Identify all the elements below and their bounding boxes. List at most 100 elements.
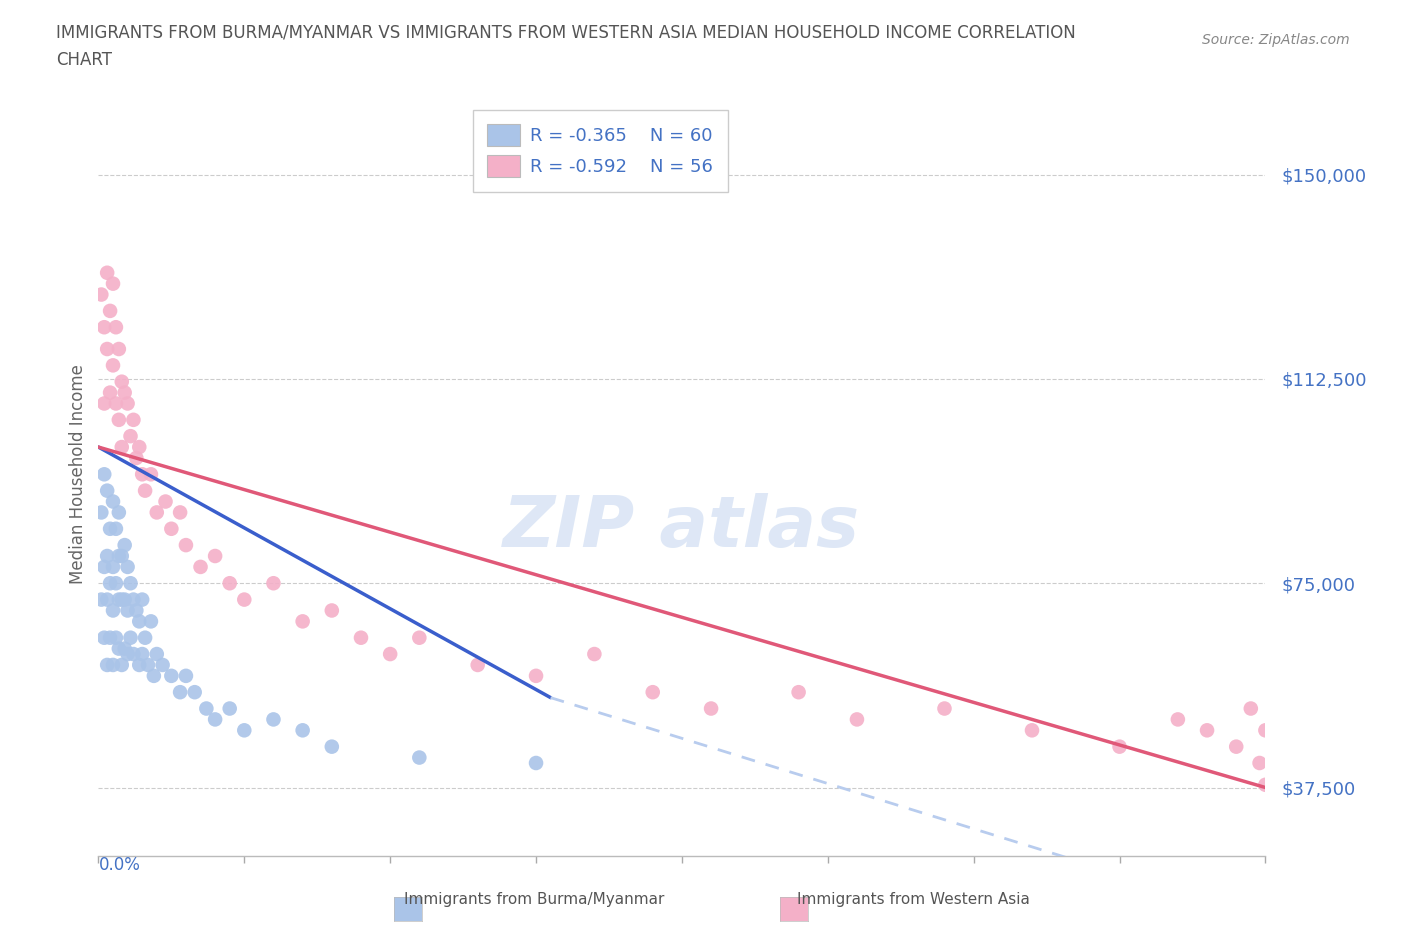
Point <box>195 701 218 716</box>
Point <box>218 576 240 591</box>
Point <box>96 549 118 564</box>
Point <box>117 560 139 575</box>
Point <box>934 701 956 716</box>
Point <box>93 467 115 482</box>
Point <box>262 712 284 727</box>
Point <box>233 723 256 737</box>
Point <box>101 560 124 575</box>
Point <box>111 592 134 607</box>
Point <box>787 684 810 699</box>
Point <box>524 755 547 770</box>
Point <box>98 576 121 591</box>
Point <box>152 658 174 672</box>
Point <box>146 646 169 661</box>
Point <box>262 576 284 591</box>
Point <box>131 592 153 607</box>
Point <box>111 658 134 672</box>
Point <box>134 484 156 498</box>
Point <box>380 646 402 661</box>
Text: Immigrants from Burma/Myanmar: Immigrants from Burma/Myanmar <box>404 892 665 907</box>
Point <box>700 701 723 716</box>
Point <box>101 276 124 291</box>
Point <box>169 505 191 520</box>
Point <box>139 467 162 482</box>
Point <box>111 440 134 455</box>
Point <box>583 646 606 661</box>
Point <box>114 385 136 400</box>
Point <box>155 494 177 509</box>
Point <box>108 592 131 607</box>
Point <box>108 549 131 564</box>
Point <box>96 592 118 607</box>
Point <box>641 684 664 699</box>
Point <box>174 669 197 684</box>
Point <box>350 631 373 645</box>
Point <box>101 494 124 509</box>
Point <box>183 684 205 699</box>
Point <box>125 603 148 618</box>
Point <box>1195 723 1218 737</box>
Point <box>122 412 145 427</box>
Point <box>146 505 169 520</box>
Point <box>98 631 121 645</box>
Point <box>291 614 314 629</box>
Point <box>174 538 197 552</box>
Point <box>104 522 127 537</box>
Point <box>96 658 118 672</box>
Point <box>125 450 148 465</box>
Point <box>111 374 134 389</box>
Point <box>111 549 134 564</box>
Text: IMMIGRANTS FROM BURMA/MYANMAR VS IMMIGRANTS FROM WESTERN ASIA MEDIAN HOUSEHOLD I: IMMIGRANTS FROM BURMA/MYANMAR VS IMMIGRA… <box>56 23 1076 41</box>
Point <box>122 592 145 607</box>
Point <box>104 396 127 411</box>
Point <box>128 614 150 629</box>
Point <box>204 549 226 564</box>
Point <box>98 522 121 537</box>
Point <box>160 522 183 537</box>
Text: ZIP atlas: ZIP atlas <box>503 493 860 562</box>
Point <box>120 631 142 645</box>
Point <box>101 658 124 672</box>
Point <box>1225 739 1247 754</box>
Point <box>108 641 131 656</box>
Point <box>190 560 212 575</box>
Point <box>291 723 314 737</box>
Point <box>120 576 142 591</box>
Text: Immigrants from Western Asia: Immigrants from Western Asia <box>797 892 1031 907</box>
Point <box>131 646 153 661</box>
Point <box>108 412 131 427</box>
Point <box>218 701 240 716</box>
Point <box>1249 755 1271 770</box>
Point <box>467 658 489 672</box>
Point <box>90 505 112 520</box>
Point <box>96 265 118 280</box>
Point <box>321 603 343 618</box>
Point <box>321 739 343 754</box>
Point <box>136 658 159 672</box>
Point <box>1254 777 1277 792</box>
Point <box>101 358 124 373</box>
Point <box>104 576 127 591</box>
Text: Source: ZipAtlas.com: Source: ZipAtlas.com <box>1202 33 1350 46</box>
Point <box>131 467 153 482</box>
Y-axis label: Median Household Income: Median Household Income <box>69 365 87 584</box>
Point <box>1021 723 1043 737</box>
Point <box>846 712 869 727</box>
Point <box>120 429 142 444</box>
Text: CHART: CHART <box>56 51 112 69</box>
Point <box>104 631 127 645</box>
Point <box>90 287 112 302</box>
Point <box>160 669 183 684</box>
Point <box>408 751 430 765</box>
Point <box>117 603 139 618</box>
Point <box>134 631 156 645</box>
Point <box>408 631 430 645</box>
Point <box>1240 701 1263 716</box>
Point <box>93 560 115 575</box>
Point <box>1167 712 1189 727</box>
Point <box>169 684 191 699</box>
Point <box>101 603 124 618</box>
Point <box>98 385 121 400</box>
Point <box>114 538 136 552</box>
Point <box>204 712 226 727</box>
